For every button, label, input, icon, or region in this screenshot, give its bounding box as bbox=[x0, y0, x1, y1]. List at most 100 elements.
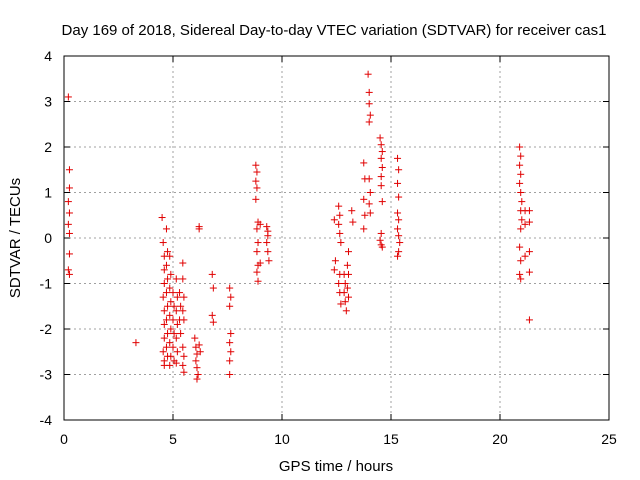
data-point bbox=[132, 339, 140, 347]
data-point bbox=[341, 280, 349, 287]
data-point bbox=[525, 248, 533, 256]
data-point bbox=[176, 289, 184, 297]
data-point bbox=[160, 307, 168, 315]
data-point bbox=[252, 195, 260, 203]
data-point bbox=[253, 184, 261, 192]
data-point bbox=[525, 218, 533, 226]
data-point bbox=[394, 252, 402, 260]
data-point bbox=[180, 316, 188, 324]
data-point bbox=[377, 154, 385, 162]
data-point bbox=[517, 170, 525, 178]
data-point bbox=[65, 209, 73, 217]
y-tick-label: 0 bbox=[44, 230, 52, 246]
data-point bbox=[227, 293, 235, 301]
plot-frame bbox=[63, 55, 610, 421]
data-point bbox=[256, 259, 264, 267]
data-point bbox=[377, 173, 385, 181]
data-point bbox=[330, 266, 338, 274]
data-point bbox=[227, 348, 235, 356]
data-point bbox=[64, 198, 72, 206]
data-point bbox=[65, 229, 73, 237]
data-point bbox=[396, 239, 404, 247]
data-point bbox=[376, 134, 384, 142]
data-point bbox=[360, 195, 368, 203]
data-point bbox=[65, 250, 73, 258]
data-points bbox=[64, 70, 533, 383]
data-point bbox=[226, 357, 234, 365]
data-point bbox=[65, 270, 73, 278]
data-point bbox=[162, 261, 170, 269]
y-tick-label: 4 bbox=[44, 48, 52, 64]
data-point bbox=[342, 307, 350, 315]
data-point bbox=[263, 223, 271, 231]
data-point bbox=[167, 270, 175, 278]
y-tick-label: 3 bbox=[44, 94, 52, 110]
data-point bbox=[195, 341, 203, 349]
data-point bbox=[64, 93, 72, 101]
data-point bbox=[162, 289, 170, 297]
data-point bbox=[349, 218, 357, 226]
data-point bbox=[164, 330, 172, 338]
data-point bbox=[166, 311, 174, 319]
data-point bbox=[361, 211, 369, 219]
y-tick-label: -3 bbox=[40, 367, 53, 383]
data-point bbox=[377, 182, 385, 190]
data-point bbox=[337, 300, 345, 308]
data-point bbox=[166, 284, 174, 292]
data-point bbox=[516, 161, 524, 169]
data-point bbox=[343, 261, 351, 269]
data-point bbox=[193, 375, 201, 383]
data-point bbox=[366, 111, 374, 119]
data-point bbox=[162, 225, 170, 233]
data-point bbox=[170, 330, 178, 338]
data-point bbox=[226, 371, 234, 378]
data-point bbox=[173, 348, 181, 356]
data-point bbox=[227, 330, 235, 338]
data-point bbox=[377, 229, 385, 237]
data-point bbox=[65, 166, 73, 174]
x-tick-label: 5 bbox=[169, 431, 177, 447]
data-point bbox=[335, 220, 343, 228]
data-point bbox=[331, 257, 339, 265]
data-point bbox=[516, 179, 524, 187]
data-point bbox=[348, 207, 356, 215]
data-point bbox=[65, 184, 73, 192]
data-point bbox=[166, 361, 174, 369]
data-point bbox=[160, 334, 168, 342]
data-point bbox=[253, 225, 261, 233]
data-point bbox=[264, 248, 272, 256]
data-point bbox=[337, 239, 345, 247]
data-point bbox=[64, 220, 72, 228]
data-point bbox=[265, 257, 273, 265]
data-point bbox=[162, 316, 170, 324]
data-point bbox=[378, 148, 386, 156]
data-point bbox=[159, 293, 167, 301]
data-point bbox=[395, 193, 403, 201]
data-point bbox=[344, 270, 352, 278]
y-tick-label: -1 bbox=[40, 276, 53, 292]
grid-lines bbox=[64, 56, 609, 420]
data-point bbox=[343, 284, 351, 292]
data-point bbox=[264, 227, 272, 235]
data-point bbox=[252, 161, 260, 169]
data-point bbox=[394, 179, 402, 187]
data-point bbox=[525, 207, 533, 215]
data-point bbox=[254, 277, 262, 285]
data-point bbox=[167, 325, 175, 333]
data-point bbox=[179, 343, 187, 351]
data-point bbox=[336, 229, 344, 237]
data-point bbox=[173, 293, 181, 301]
data-point bbox=[164, 275, 172, 283]
data-point bbox=[378, 198, 386, 206]
data-point bbox=[177, 330, 185, 338]
data-point bbox=[365, 200, 373, 208]
data-point bbox=[179, 259, 187, 267]
data-point bbox=[226, 339, 234, 347]
data-point bbox=[160, 320, 168, 328]
data-point bbox=[366, 209, 374, 217]
data-point bbox=[365, 118, 373, 126]
data-point bbox=[164, 248, 172, 256]
y-axis-label: SDTVAR / TECUs bbox=[7, 178, 24, 298]
